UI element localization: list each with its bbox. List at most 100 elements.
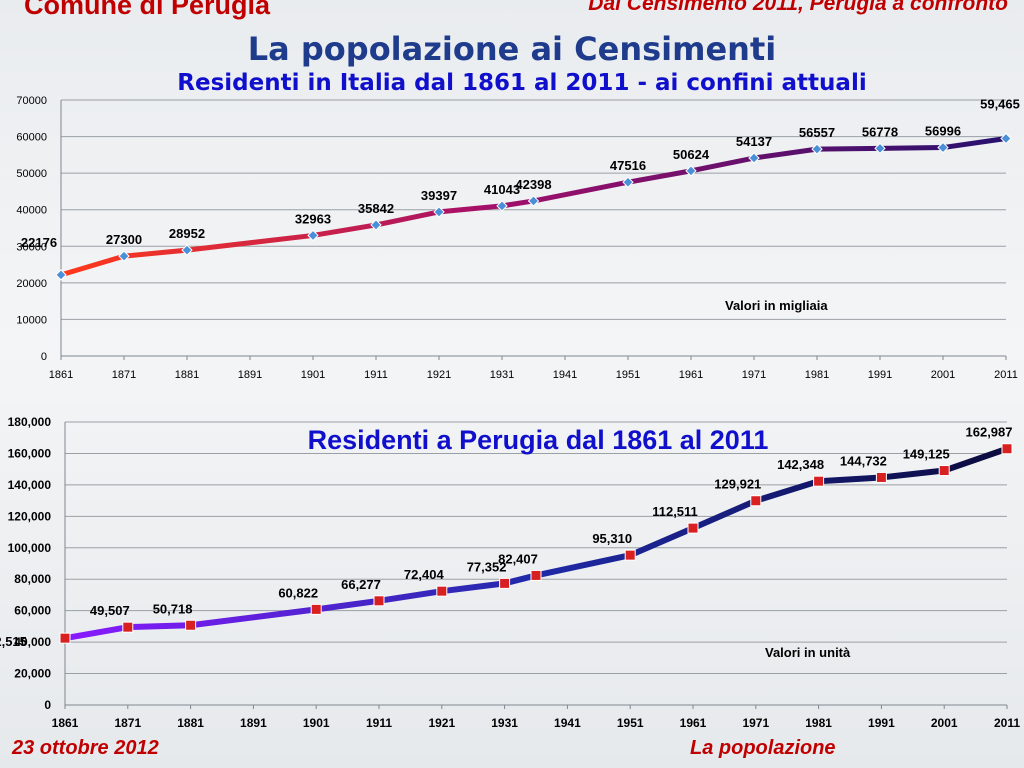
data-point xyxy=(1001,443,1013,455)
y-tick-label: 120,000 xyxy=(8,509,52,523)
footer-section: La popolazione xyxy=(690,737,836,759)
y-tick-label: 0 xyxy=(44,698,51,712)
data-point xyxy=(307,229,319,242)
data-point xyxy=(937,141,949,154)
y-tick-label: 40000 xyxy=(16,205,47,217)
data-label: 54137 xyxy=(736,134,772,149)
data-label: 42,515 xyxy=(0,634,27,649)
data-label: 144,732 xyxy=(840,453,887,468)
x-tick-label: 1991 xyxy=(868,369,892,381)
data-label: 82,407 xyxy=(498,551,538,566)
x-tick-label: 1861 xyxy=(52,716,79,730)
y-tick-label: 20000 xyxy=(16,278,47,290)
units-annotation: Valori in migliaia xyxy=(725,298,828,313)
data-point xyxy=(185,619,197,631)
data-point xyxy=(310,603,322,615)
data-label: 95,310 xyxy=(592,531,632,546)
x-tick-label: 1951 xyxy=(617,716,644,730)
x-tick-label: 1901 xyxy=(303,716,330,730)
x-tick-label: 1961 xyxy=(680,716,707,730)
data-point xyxy=(1000,132,1012,145)
data-label: 142,348 xyxy=(777,457,824,472)
data-point xyxy=(118,250,130,262)
data-point xyxy=(499,577,511,589)
chart-perugia-title: Residenti a Perugia dal 1861 al 2011 xyxy=(308,425,769,455)
data-point xyxy=(55,269,67,281)
y-tick-label: 30000 xyxy=(16,241,47,253)
data-point xyxy=(687,522,699,534)
data-point xyxy=(496,200,508,212)
data-label: 50624 xyxy=(673,147,710,162)
x-tick-label: 1981 xyxy=(805,369,829,381)
data-label: 28952 xyxy=(169,226,205,241)
data-point xyxy=(122,621,134,633)
data-point xyxy=(813,475,825,487)
x-tick-label: 1901 xyxy=(301,369,325,381)
x-tick-label: 1861 xyxy=(49,369,73,381)
x-tick-label: 1931 xyxy=(490,369,514,381)
data-label: 50,718 xyxy=(153,601,193,616)
data-label: 47516 xyxy=(610,158,646,173)
series-line xyxy=(62,445,1010,642)
chart-perugia: 0 20,000 40,000 60,000 80,000 100,000 120,000 1… xyxy=(0,415,1020,730)
data-label: 27300 xyxy=(106,232,142,247)
data-point xyxy=(750,495,762,507)
x-tick-label: 2011 xyxy=(994,369,1018,381)
data-label: 129,921 xyxy=(714,477,761,492)
y-tick-label: 100,000 xyxy=(8,541,52,555)
x-tick-label: 1991 xyxy=(868,716,895,730)
x-tick-label: 1951 xyxy=(616,369,640,381)
chart-italy-title: Residenti in Italia dal 1861 al 2011 - a… xyxy=(177,70,867,96)
x-tick-label: 1871 xyxy=(112,369,136,381)
data-label: 56778 xyxy=(862,124,898,139)
data-label: 66,277 xyxy=(341,577,381,592)
data-label: 41043 xyxy=(484,182,520,197)
x-tick-label: 1981 xyxy=(805,716,832,730)
data-point xyxy=(436,585,448,597)
data-label: 72,404 xyxy=(404,567,445,582)
data-point xyxy=(373,595,385,607)
data-point xyxy=(748,152,760,164)
x-tick-label: 1911 xyxy=(364,369,388,381)
x-tick-label: 1971 xyxy=(742,716,769,730)
x-tick-label: 1871 xyxy=(114,716,141,730)
data-label: 56557 xyxy=(799,125,835,140)
y-tick-label: 180,000 xyxy=(8,415,52,429)
footer-date: 23 ottobre 2012 xyxy=(12,737,159,759)
data-label: 56996 xyxy=(925,124,961,139)
y-tick-label: 160,000 xyxy=(8,446,52,460)
data-label: 42398 xyxy=(515,177,551,192)
x-tick-label: 1891 xyxy=(238,369,262,381)
y-tick-label: 70000 xyxy=(16,95,47,107)
data-label: 59,465 xyxy=(980,97,1020,112)
data-label: 49,507 xyxy=(90,603,130,618)
y-tick-label: 60,000 xyxy=(14,604,51,618)
x-tick-label: 1971 xyxy=(742,369,766,381)
data-point xyxy=(527,195,540,207)
data-point xyxy=(181,244,193,256)
y-tick-label: 10000 xyxy=(16,314,47,326)
page-title: La popolazione ai Censimenti xyxy=(247,30,777,68)
header-context: Dal Censimento 2011, Perugia a confronto xyxy=(588,0,1008,15)
data-label: 112,511 xyxy=(652,504,698,519)
data-label: 149,125 xyxy=(903,447,950,462)
data-label: 39397 xyxy=(421,188,457,203)
series-line xyxy=(58,136,1009,278)
x-tick-label: 1911 xyxy=(366,716,392,730)
y-tick-label: 0 xyxy=(41,351,47,363)
x-tick-label: 1931 xyxy=(491,716,518,730)
x-tick-label: 1891 xyxy=(240,716,267,730)
x-tick-label: 1941 xyxy=(553,369,577,381)
data-point xyxy=(938,465,950,477)
data-label: 60,822 xyxy=(278,585,318,600)
y-tick-label: 40,000 xyxy=(14,635,51,649)
y-tick-label: 50000 xyxy=(16,168,47,180)
header-municipality: Comune di Perugia xyxy=(24,0,271,20)
x-tick-label: 1881 xyxy=(175,369,199,381)
data-point xyxy=(622,176,634,188)
data-point xyxy=(370,219,382,231)
data-point xyxy=(59,632,71,644)
data-label: 35842 xyxy=(358,201,394,216)
y-tick-label: 20,000 xyxy=(14,667,51,681)
data-label: 32963 xyxy=(295,211,331,226)
